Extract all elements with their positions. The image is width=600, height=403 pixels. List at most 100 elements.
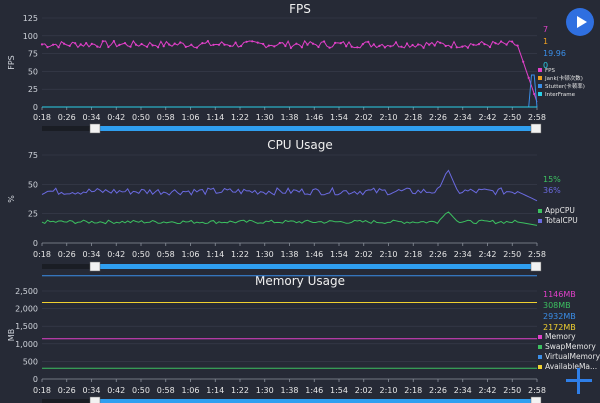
fps-point <box>422 46 425 49</box>
fps-point <box>168 43 171 46</box>
fps-point <box>240 44 243 48</box>
fps-xtick: 2:34 <box>454 113 472 122</box>
memory-usage-legend-item: AvailableMa... <box>545 362 597 371</box>
memory-usage-legend-swatch <box>538 355 542 359</box>
fps-xtick: 1:22 <box>231 113 249 122</box>
fps-point <box>245 40 248 43</box>
memory-usage-xtick: 2:42 <box>479 386 497 395</box>
cpu-usage-xtick: 2:50 <box>503 250 521 259</box>
fps-xtick: 1:06 <box>182 113 200 122</box>
memory-usage-ytick: 1,000 <box>15 340 38 349</box>
fps-point <box>173 42 176 45</box>
memory-usage-xtick: 2:34 <box>454 386 472 395</box>
fps-point <box>179 41 182 44</box>
fps-point <box>300 46 303 49</box>
fps-ytick: 75 <box>28 50 38 59</box>
cpu-usage-legend-swatch <box>538 219 542 223</box>
fps-xtick: 1:14 <box>206 113 224 122</box>
fps-current-value: 0 <box>543 61 548 70</box>
memory-usage-legend-item: SwapMemory <box>545 342 596 351</box>
memory-usage-ytick: 2,000 <box>15 305 38 314</box>
fps-point <box>483 43 486 46</box>
fps-ytick: 100 <box>23 32 38 41</box>
memory-usage-xtick: 2:02 <box>355 386 373 395</box>
fps-point <box>256 41 259 44</box>
fps-point <box>378 44 381 48</box>
fps-point <box>40 43 44 46</box>
fps-legend-swatch <box>538 76 542 80</box>
fps-point <box>516 44 519 47</box>
memory-usage-legend-item: VirtualMemory <box>545 352 600 361</box>
memory-usage-ytick: 2,500 <box>15 287 38 296</box>
fps-ytick: 50 <box>28 67 38 76</box>
fps-point <box>527 76 530 79</box>
memory-usage-legend-swatch <box>538 335 542 339</box>
memory-usage-scroll-handle-left <box>89 396 101 403</box>
fps-point <box>433 44 436 47</box>
cpu-usage-legend-item: TotalCPU <box>544 216 578 225</box>
fps-point <box>85 42 88 45</box>
fps-point <box>505 43 508 46</box>
fps-title: FPS <box>289 2 311 16</box>
fps-point <box>345 45 348 48</box>
fps-point <box>107 45 110 49</box>
memory-usage-xtick: 2:10 <box>380 386 398 395</box>
fps-xtick: 2:10 <box>380 113 398 122</box>
plus-icon[interactable] <box>566 368 592 394</box>
fps-point <box>417 43 420 46</box>
cpu-usage-xtick: 2:02 <box>355 250 373 259</box>
fps-point <box>522 60 525 63</box>
memory-usage-legend-swatch <box>538 365 542 369</box>
fps-current-value: 1 <box>543 37 548 46</box>
fps-point <box>323 40 326 43</box>
fps-series-stutter <box>42 74 538 108</box>
fps-ytick: 25 <box>28 85 38 94</box>
memory-usage-xtick: 1:22 <box>231 386 249 395</box>
fps-xtick: 0:34 <box>83 113 101 122</box>
fps-legend-item: InterFrame <box>545 92 576 98</box>
cpu-usage-current-value: 36% <box>543 186 561 195</box>
memory-usage-title: Memory Usage <box>255 274 345 288</box>
fps-point <box>494 42 497 45</box>
cpu-usage-xtick: 1:46 <box>305 250 323 259</box>
memory-usage-legend-item: Memory <box>545 332 576 341</box>
fps-point <box>383 46 386 49</box>
fps-legend-item: Jank(卡顿次数) <box>544 74 583 82</box>
memory-usage-xtick: 0:18 <box>33 386 51 395</box>
fps-point <box>533 92 536 96</box>
fps-point <box>195 46 198 49</box>
fps-ytick: 125 <box>23 14 38 23</box>
cpu-usage-xtick: 0:58 <box>157 250 175 259</box>
fps-xtick: 1:30 <box>256 113 274 122</box>
cpu-usage-legend-swatch <box>538 209 542 213</box>
fps-xtick: 0:58 <box>157 113 175 122</box>
fps-point <box>461 45 464 48</box>
memory-usage-xtick: 1:54 <box>330 386 348 395</box>
fps-point <box>400 45 403 48</box>
fps-xtick: 0:18 <box>33 113 51 122</box>
cpu-usage-xtick: 0:26 <box>58 250 76 259</box>
fps-point <box>262 42 265 46</box>
cpu-usage-xtick: 1:14 <box>206 250 224 259</box>
play-icon[interactable] <box>566 8 594 36</box>
fps-legend-swatch <box>538 84 542 88</box>
fps-point <box>334 41 337 45</box>
fps-point <box>140 42 143 46</box>
fps-legend-item: FPS <box>545 68 555 74</box>
memory-usage-xtick: 1:06 <box>182 386 200 395</box>
memory-usage-xtick: 1:46 <box>305 386 323 395</box>
cpu-usage-xtick: 2:58 <box>528 250 546 259</box>
memory-usage-ytick: 1,500 <box>15 322 38 331</box>
fps-point <box>190 43 193 46</box>
cpu-usage-series-totalcpu <box>41 169 538 202</box>
fps-ytick: 0 <box>33 103 38 112</box>
cpu-usage-xtick: 1:38 <box>281 250 299 259</box>
fps-xtick: 0:42 <box>107 113 125 122</box>
fps-point <box>146 45 149 48</box>
fps-point <box>129 45 132 48</box>
memory-usage-xtick: 2:26 <box>429 386 447 395</box>
fps-point <box>510 40 514 43</box>
fps-point <box>389 45 392 48</box>
fps-legend-swatch <box>538 68 542 72</box>
fps-point <box>428 43 431 46</box>
